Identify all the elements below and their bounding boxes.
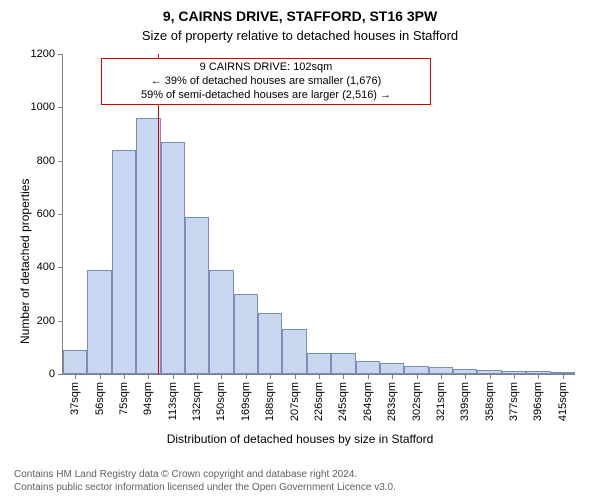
xtick-label: 169sqm [240,374,252,421]
xtick-label: 264sqm [362,374,374,421]
histogram-bar [161,142,185,374]
xtick-label: 396sqm [532,374,544,421]
histogram-bar [209,270,233,374]
histogram-bar [282,329,306,374]
y-axis-label: Number of detached properties [18,179,32,344]
chart-subtitle: Size of property relative to detached ho… [0,28,600,43]
footer-attribution: Contains HM Land Registry data © Crown c… [14,469,396,494]
histogram-bar [112,150,136,374]
xtick-label: 37sqm [69,374,81,415]
histogram-bar [404,366,428,374]
xtick-label: 113sqm [167,374,179,420]
xtick-label: 226sqm [313,374,325,421]
histogram-bar [356,361,380,374]
ytick-label: 600 [37,208,63,220]
xtick-label: 339sqm [459,374,471,421]
ytick-label: 0 [49,368,63,380]
x-axis-label: Distribution of detached houses by size … [0,432,600,446]
histogram-bar [331,353,355,374]
xtick-label: 377sqm [508,374,520,421]
xtick-label: 358sqm [484,374,496,421]
chart-container: 9, CAIRNS DRIVE, STAFFORD, ST16 3PW Size… [0,0,600,500]
xtick-label: 94sqm [142,374,154,415]
ytick-label: 800 [37,155,63,167]
xtick-label: 302sqm [411,374,423,421]
annotation-box: 9 CAIRNS DRIVE: 102sqm ← 39% of detached… [101,58,431,105]
annotation-line-3: 59% of semi-detached houses are larger (… [108,89,424,103]
ytick-label: 200 [37,315,63,327]
ytick-label: 400 [37,261,63,273]
footer-line-1: Contains HM Land Registry data © Crown c… [14,469,396,482]
xtick-label: 75sqm [118,374,130,415]
ytick-label: 1000 [31,101,63,113]
xtick-label: 188sqm [264,374,276,421]
plot-area: 020040060080010001200 37sqm56sqm75sqm94s… [62,54,575,375]
histogram-bar [234,294,258,374]
histogram-bar [87,270,111,374]
histogram-bar [136,118,160,374]
histogram-bar [429,367,453,374]
histogram-bar [258,313,282,374]
xtick-label: 283sqm [386,374,398,421]
page-title: 9, CAIRNS DRIVE, STAFFORD, ST16 3PW [0,8,600,24]
footer-line-2: Contains public sector information licen… [14,482,396,495]
histogram-bar [63,350,87,374]
annotation-line-2: ← 39% of detached houses are smaller (1,… [108,75,424,89]
annotation-line-1: 9 CAIRNS DRIVE: 102sqm [108,61,424,75]
xtick-label: 150sqm [215,374,227,421]
xtick-label: 415sqm [557,374,569,421]
histogram-bar [380,363,404,374]
histogram-bar [307,353,331,374]
ytick-label: 1200 [31,48,63,60]
xtick-label: 207sqm [289,374,301,421]
histogram-bar [185,217,209,374]
xtick-label: 321sqm [435,374,447,421]
xtick-label: 245sqm [337,374,349,421]
xtick-label: 132sqm [191,374,203,421]
xtick-label: 56sqm [94,374,106,415]
